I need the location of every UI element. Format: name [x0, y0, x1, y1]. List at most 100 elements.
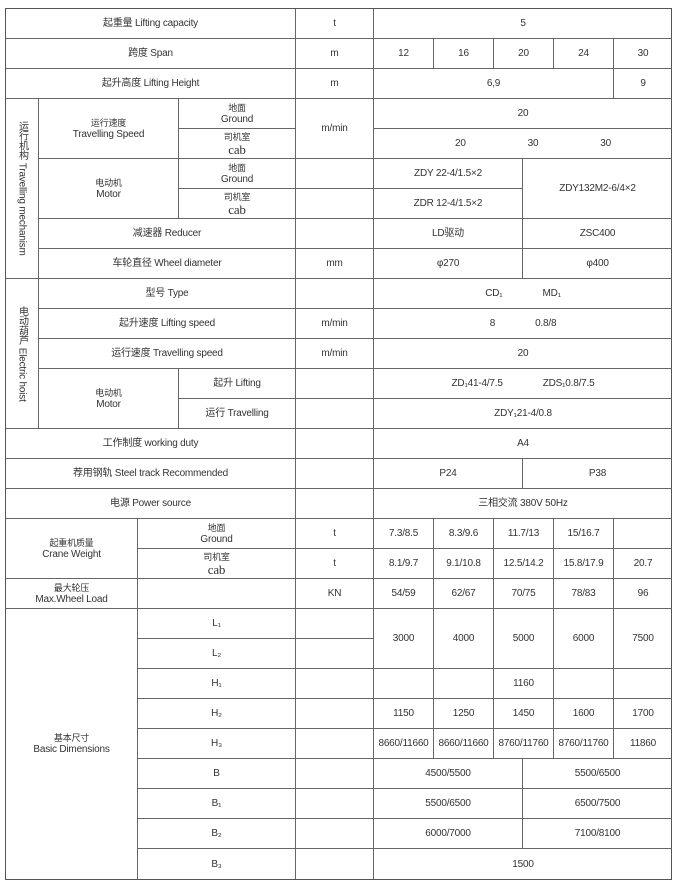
crane-weight-cab-label-en: cab	[207, 561, 226, 577]
basic-dimensions-B1-values: 5500/6500	[425, 798, 471, 809]
travelling-mechanism-motor-ground-label-en: Ground	[220, 173, 254, 185]
cell-travelling-mechanism-travelling-speed-unit: m/min	[296, 99, 374, 159]
basic-dimensions-H3-label: H₃	[211, 738, 222, 749]
travelling-mechanism-travelling-speed-cab-values: 20	[454, 138, 466, 149]
basic-dimensions-B-label: B	[213, 768, 220, 779]
crane-weight-ground-values: 7.3/8.5	[388, 528, 419, 539]
cell-basic-dimensions-H2-values: 1450	[494, 699, 554, 729]
cell-travelling-mechanism-motor-shared-value: ZDY132M2-6/4×2	[523, 159, 672, 219]
cell-basic-dimensions-H2-label: H₂	[138, 699, 296, 729]
cell-electric-hoist-motor-label-cn: 电动机 Motor	[39, 369, 179, 429]
empty-cell	[296, 669, 374, 699]
cell-electric-hoist-travelling-speed-unit: m/min	[296, 339, 374, 369]
basic-dimensions-label-cn: 基本尺寸	[53, 733, 90, 743]
cell-electric-hoist-lifting-speed-label: 起升速度 Lifting speed	[39, 309, 296, 339]
cell-basic-dimensions-label-cn: 基本尺寸 Basic Dimensions	[6, 609, 138, 879]
max-wheel-load-label-cn: 最大轮压	[53, 582, 90, 593]
cell-basic-dimensions-H1-values	[614, 669, 672, 699]
electric-hoist-travelling-speed-value: 20	[517, 348, 529, 359]
cell-steel-track-label: 荐用钢轨 Steel track Recommended	[6, 459, 296, 489]
cell-basic-dimensions-L-values: 5000	[494, 609, 554, 669]
cell-basic-dimensions-B-values: 4500/5500	[374, 759, 523, 789]
crane-weight-cab-unit: t	[333, 558, 336, 569]
electric-hoist-type-values: CD₁	[485, 288, 503, 299]
crane-weight-cab-label-cn: 司机室	[203, 551, 230, 562]
travelling-mechanism-travelling-speed-cab-label-en: cab	[228, 141, 246, 157]
max-wheel-load-unit: KN	[327, 588, 342, 599]
empty-cell	[296, 159, 374, 189]
cell-crane-weight-cab-values: 12.5/14.2	[494, 549, 554, 579]
lifting-capacity-label: 起重量 Lifting capacity	[103, 18, 198, 29]
travelling-mechanism-motor-ground-label-cn: 地面	[228, 162, 246, 173]
empty-cell	[296, 729, 374, 759]
travelling-mechanism-reducer-label: 减速器 Reducer	[132, 228, 202, 239]
crane-weight-cab-values: 12.5/14.2	[503, 558, 544, 569]
empty-cell	[296, 849, 374, 879]
cell-lifting-height-values: 9	[614, 69, 672, 99]
cell-electric-hoist-lifting-speed-values: 8 0.8/8	[374, 309, 672, 339]
crane-weight-cab-values: 9.1/10.8	[446, 558, 481, 569]
cell-basic-dimensions-L1-label: L₁	[138, 609, 296, 639]
cell-electric-hoist-type-values: CD₁ MD₁	[374, 279, 672, 309]
empty-cell	[296, 369, 374, 399]
basic-dimensions-L-values: 6000	[572, 633, 595, 644]
electric-hoist-motor-travelling-value: ZDY₁21-4/0.8	[494, 408, 552, 419]
travelling-mechanism-travelling-speed-ground-value: 20	[517, 108, 529, 119]
cell-lifting-capacity-value: 5	[374, 9, 672, 39]
basic-dimensions-H3-values: 8660/11660	[438, 738, 489, 749]
cell-travelling-mechanism-motor-cab-value: ZDR 12-4/1.5×2	[374, 189, 523, 219]
electric-hoist-motor-label-cn: 电动机	[95, 387, 122, 398]
cell-max-wheel-load-values: 54/59	[374, 579, 434, 609]
max-wheel-load-values: 62/67	[451, 588, 476, 599]
basic-dimensions-B2-values: 7100/8100	[574, 828, 621, 839]
span-values: 20	[518, 48, 529, 59]
basic-dimensions-B-values: 5500/6500	[574, 768, 621, 779]
crane-weight-label-en: Crane Weight	[42, 548, 101, 560]
cell-span-label: 跨度 Span	[6, 39, 296, 69]
cell-basic-dimensions-B2-values: 7100/8100	[523, 819, 672, 849]
basic-dimensions-L2-label: L₂	[211, 648, 222, 659]
electric-hoist-travelling-speed-unit: m/min	[321, 348, 348, 359]
span-unit: m	[330, 48, 339, 59]
cell-steel-track-values: P38	[523, 459, 672, 489]
basic-dimensions-H2-values: 1150	[393, 708, 414, 719]
basic-dimensions-L-values: 3000	[392, 633, 415, 644]
cell-basic-dimensions-B1-values: 5500/6500	[374, 789, 523, 819]
basic-dimensions-B3-label: B₃	[211, 858, 222, 870]
cell-span-values: 30	[614, 39, 672, 69]
cell-basic-dimensions-H1-label: H₁	[138, 669, 296, 699]
crane-specification-table: 起重量 Lifting capacity t 5 跨度 Span m 12 16 20 24 30…	[5, 8, 672, 880]
crane-weight-ground-label-cn: 地面	[207, 522, 226, 533]
cell-basic-dimensions-B2-values: 6000/7000	[374, 819, 523, 849]
electric-hoist-lifting-speed-label: 起升速度 Lifting speed	[119, 318, 215, 329]
cell-basic-dimensions-H2-values: 1250	[434, 699, 494, 729]
travelling-mechanism-travelling-speed-unit: m/min	[321, 123, 348, 134]
cell-crane-weight-cab-values: 9.1/10.8	[434, 549, 494, 579]
travelling-mechanism-reducer-values: ZSC400	[579, 228, 616, 239]
electric-hoist-type-values: MD₁	[542, 288, 561, 299]
cell-crane-weight-ground-values	[614, 519, 672, 549]
electric-hoist-motor-lifting-label: 起升 Lifting	[213, 378, 261, 389]
crane-weight-label-cn: 起重机质量	[49, 537, 94, 548]
cell-basic-dimensions-B3-value: 1500	[374, 849, 672, 879]
empty-cell	[296, 279, 374, 309]
cell-travelling-mechanism-travelling-speed-cab-label-cn: 司机室 cab	[179, 129, 296, 159]
cell-lifting-height-values: 6,9	[374, 69, 614, 99]
power-source-value: 三相交流 380V 50Hz	[478, 498, 568, 509]
electric-hoist-type-label: 型号 Type	[145, 288, 189, 299]
crane-weight-ground-unit: t	[333, 528, 336, 539]
travelling-mechanism-reducer-values: LD驱动	[432, 228, 464, 239]
cell-travelling-mechanism-motor-ground-label-cn: 地面 Ground	[179, 159, 296, 189]
electric-hoist-lifting-speed-values: 8	[489, 318, 496, 329]
max-wheel-load-values: 78/83	[571, 588, 596, 599]
cell-electric-hoist-motor-lifting-label: 起升 Lifting	[179, 369, 296, 399]
cell-electric-hoist-motor-travelling-label: 运行 Travelling	[179, 399, 296, 429]
cell-basic-dimensions-H1-values	[374, 669, 434, 699]
cell-travelling-mechanism-group-label: 运行机构 Travelling mechanism	[6, 99, 39, 279]
travelling-mechanism-travelling-speed-ground-label-en: Ground	[220, 113, 254, 125]
electric-hoist-travelling-speed-label: 运行速度 Travelling speed	[111, 348, 223, 359]
cell-basic-dimensions-L2-label: L₂	[138, 639, 296, 669]
empty-cell	[296, 459, 374, 489]
cell-basic-dimensions-H3-values: 11860	[614, 729, 672, 759]
empty-cell	[296, 759, 374, 789]
